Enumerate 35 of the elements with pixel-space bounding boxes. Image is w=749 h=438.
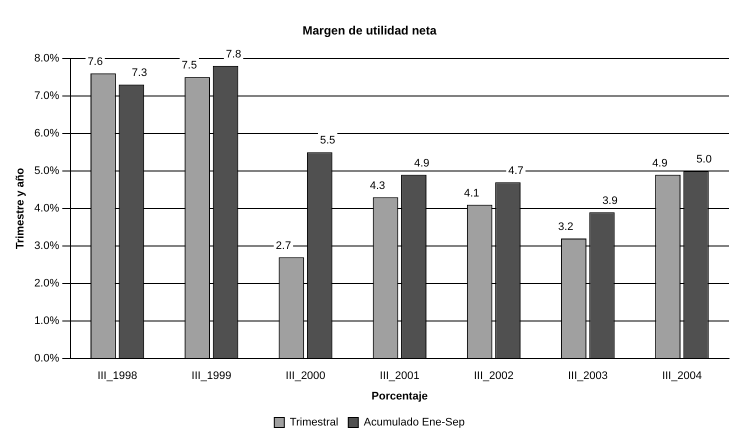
data-label: 7.5 — [182, 60, 197, 72]
data-label: 4.1 — [464, 187, 480, 200]
y-tick-label: 3.0% — [34, 240, 60, 252]
x-tick-label: III_2000 — [286, 370, 326, 382]
x-tick-label: III_2003 — [568, 370, 608, 382]
y-axis-title: Trimestre y año — [14, 168, 27, 250]
x-tick-label: III_1998 — [97, 370, 138, 382]
data-label: 2.7 — [276, 240, 292, 252]
y-tick-label: 6.0% — [34, 127, 60, 140]
y-tick-label: 4.0% — [34, 202, 60, 215]
data-label: 3.2 — [558, 221, 574, 234]
data-label: 4.9 — [652, 157, 668, 170]
data-label: 7.3 — [132, 67, 148, 80]
y-tick-label: 0.0% — [34, 352, 60, 365]
data-label: 5.5 — [320, 134, 336, 147]
y-tick-label: 7.0% — [34, 90, 60, 102]
x-tick-label: III_2001 — [380, 370, 420, 382]
y-tick-label: 5.0% — [34, 165, 60, 178]
data-label: 5.0 — [696, 154, 712, 166]
data-label: 3.9 — [602, 194, 618, 207]
x-tick-label: III_2004 — [662, 370, 702, 382]
x-axis-title: Porcentaje — [372, 390, 428, 402]
data-label: 7.6 — [88, 56, 103, 68]
x-tick-label: III_2002 — [474, 370, 514, 382]
data-label: 4.7 — [508, 164, 524, 177]
y-tick-label: 1.0% — [34, 315, 60, 328]
legend-label: Acumulado Ene-Sep — [364, 416, 465, 429]
chart-title: Margen de utilidad neta — [302, 24, 437, 38]
legend-label: Trimestral — [290, 416, 338, 429]
y-tick-label: 8.0% — [34, 52, 60, 64]
data-label: 4.9 — [414, 157, 430, 170]
data-label: 4.3 — [370, 180, 386, 192]
x-tick-label: III_1999 — [192, 370, 232, 382]
data-label: 7.8 — [226, 48, 242, 60]
y-tick-label: 2.0% — [34, 278, 60, 290]
